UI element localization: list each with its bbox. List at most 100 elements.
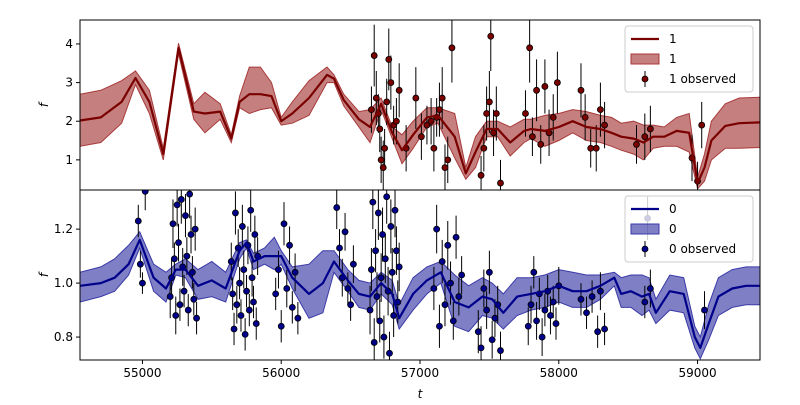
observed-point xyxy=(430,144,438,152)
observed-point xyxy=(549,298,557,306)
observed-point xyxy=(448,44,456,52)
observed-point xyxy=(372,94,380,102)
observed-point xyxy=(141,190,149,195)
mean-line-top xyxy=(80,46,760,185)
observed-point xyxy=(474,328,482,336)
observed-point xyxy=(272,290,280,298)
observed-point xyxy=(252,320,260,327)
legend-marker-swatch xyxy=(641,245,649,253)
observed-point xyxy=(381,144,389,152)
legend-bottom: 0 0 0 observed xyxy=(624,195,754,263)
observed-point xyxy=(577,86,585,94)
observed-point xyxy=(172,312,180,319)
observed-point xyxy=(248,274,256,282)
observed-point xyxy=(344,285,352,292)
legend-box xyxy=(624,25,754,93)
x-axis-label: t xyxy=(418,387,424,400)
observed-point xyxy=(452,233,460,241)
observed-point xyxy=(477,344,485,352)
observed-point xyxy=(490,129,497,137)
observed-point xyxy=(370,339,378,346)
observed-point xyxy=(134,217,142,225)
y-tick-label: 4 xyxy=(65,37,73,51)
observed-point xyxy=(193,314,200,322)
observed-point xyxy=(533,317,540,325)
observed-point xyxy=(376,125,384,133)
observed-point xyxy=(349,260,357,268)
observed-point xyxy=(383,98,391,106)
observed-point xyxy=(601,325,608,333)
plot-area-bottom xyxy=(80,190,760,360)
observed-point xyxy=(458,271,466,279)
observed-point xyxy=(483,306,491,314)
y-tick-label: 1.0 xyxy=(54,276,73,290)
observed-point xyxy=(136,260,144,268)
observed-point xyxy=(236,279,243,287)
observed-point xyxy=(441,301,449,309)
observed-point xyxy=(190,295,198,303)
observed-point xyxy=(592,144,600,152)
observed-point xyxy=(294,314,302,322)
observed-point xyxy=(286,241,293,249)
observed-point xyxy=(552,320,560,327)
observed-point xyxy=(524,322,532,330)
observed-point xyxy=(395,263,403,271)
observed-point xyxy=(597,287,604,295)
observed-point xyxy=(541,83,549,90)
observed-point xyxy=(387,223,395,230)
observed-point xyxy=(245,306,253,314)
x-tick-label: 58000 xyxy=(540,366,578,380)
observed-point xyxy=(597,106,604,114)
observed-point xyxy=(240,266,248,274)
observed-point xyxy=(381,255,389,263)
legend-label: 0 xyxy=(669,202,677,216)
observed-point xyxy=(488,336,496,344)
observed-point xyxy=(370,52,378,59)
observed-point xyxy=(646,125,654,133)
legend-box xyxy=(624,195,754,263)
observed-point xyxy=(594,328,602,336)
y-axis-label: f xyxy=(37,101,51,107)
observed-point xyxy=(698,121,706,129)
observed-point xyxy=(275,266,282,274)
x-tick-label: 57000 xyxy=(401,366,439,380)
observed-point xyxy=(169,220,177,228)
observed-point xyxy=(177,196,185,203)
legend-label: 0 observed xyxy=(669,242,736,256)
observed-point xyxy=(480,144,488,152)
observed-point xyxy=(641,298,649,306)
observed-point xyxy=(423,121,431,129)
observed-point xyxy=(641,133,649,141)
observed-point xyxy=(237,312,245,319)
observed-point xyxy=(373,293,381,300)
observed-point xyxy=(549,113,557,121)
legend-label: 1 xyxy=(669,32,677,46)
observed-point xyxy=(436,106,443,114)
observed-point xyxy=(341,228,349,236)
observed-point xyxy=(441,164,449,171)
observed-point xyxy=(430,285,438,292)
observed-point xyxy=(377,274,385,282)
observed-point xyxy=(277,322,285,330)
observed-point xyxy=(444,156,452,164)
y-tick-label: 1.2 xyxy=(54,222,73,236)
observed-point xyxy=(288,303,296,311)
x-tick-label: 55000 xyxy=(123,366,161,380)
observed-point xyxy=(491,314,499,322)
observed-point xyxy=(391,206,399,214)
observed-point xyxy=(183,252,191,260)
legend-marker-swatch xyxy=(641,75,649,83)
observed-point xyxy=(455,293,463,300)
observed-point xyxy=(529,133,536,141)
observed-point xyxy=(583,309,590,317)
observed-point xyxy=(530,268,538,276)
observed-point xyxy=(241,330,249,338)
observed-point xyxy=(393,117,400,125)
observed-point xyxy=(433,225,441,233)
observed-point xyxy=(417,133,425,141)
observed-point xyxy=(427,117,435,125)
observed-point xyxy=(230,325,238,333)
observed-point xyxy=(588,293,596,300)
